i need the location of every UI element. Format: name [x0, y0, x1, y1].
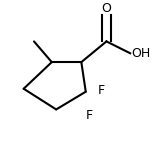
Text: F: F — [86, 109, 93, 122]
Text: OH: OH — [132, 47, 151, 60]
Text: F: F — [98, 84, 105, 97]
Text: O: O — [101, 2, 111, 15]
